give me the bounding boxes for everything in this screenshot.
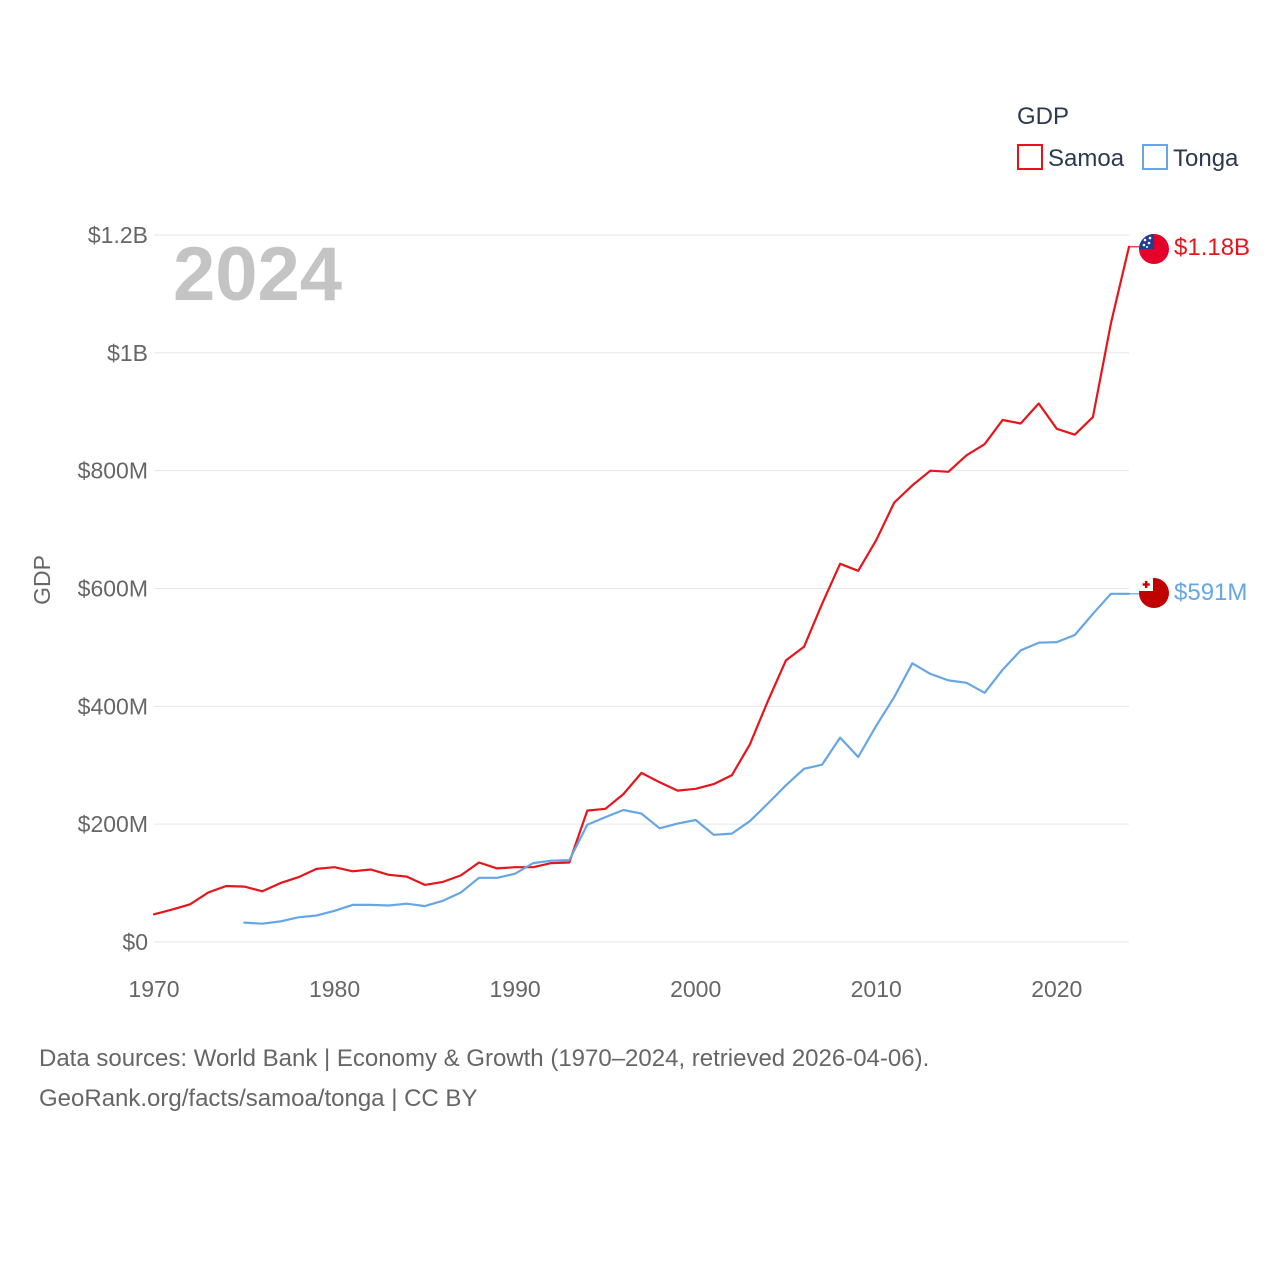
series-lines — [152, 245, 1139, 925]
x-tick-label: 1990 — [490, 976, 541, 1002]
series-line-tonga[interactable] — [243, 592, 1131, 925]
legend-title: GDP — [1017, 103, 1069, 130]
x-tick-label: 1980 — [309, 976, 360, 1002]
y-axis-title: GDP — [29, 555, 55, 605]
x-tick-label: 2010 — [851, 976, 902, 1002]
x-tick-label: 2000 — [670, 976, 721, 1002]
series-line-samoa[interactable] — [152, 245, 1131, 916]
y-tick-label: $200M — [78, 811, 148, 837]
gridlines — [154, 234, 1129, 943]
tonga-end-value-label: $591M — [1174, 579, 1247, 606]
samoa-flag — [1139, 234, 1169, 264]
y-tick-label: $1B — [107, 340, 148, 366]
x-tick-label: 1970 — [128, 976, 179, 1002]
legend[interactable]: GDP Samoa Tonga — [1017, 103, 1239, 172]
y-tick-label: $800M — [78, 458, 148, 484]
legend-swatch-tonga[interactable] — [1142, 144, 1168, 170]
x-tick-label: 2020 — [1031, 976, 1082, 1002]
legend-label-tonga[interactable]: Tonga — [1173, 145, 1239, 172]
y-tick-label: $400M — [78, 693, 148, 719]
legend-label-samoa[interactable]: Samoa — [1048, 145, 1125, 172]
x-axis-ticks: 1970 1980 1990 2000 2010 2020 — [128, 976, 1082, 1002]
footer-attribution[interactable]: GeoRank.org/facts/samoa/tonga | CC BY — [39, 1085, 478, 1112]
samoa-end-value-label: $1.18B — [1174, 234, 1250, 261]
y-tick-label: $1.2B — [88, 222, 148, 248]
y-axis-ticks: $0 $200M $400M $600M $800M $1B $1.2B — [78, 222, 148, 955]
year-watermark: 2024 — [173, 232, 342, 317]
tonga-flag — [1139, 578, 1169, 608]
legend-swatch-samoa[interactable] — [1017, 144, 1043, 170]
y-tick-label: $0 — [122, 929, 148, 955]
footer-data-sources: Data sources: World Bank | Economy & Gro… — [39, 1045, 930, 1072]
y-tick-label: $600M — [78, 576, 148, 602]
